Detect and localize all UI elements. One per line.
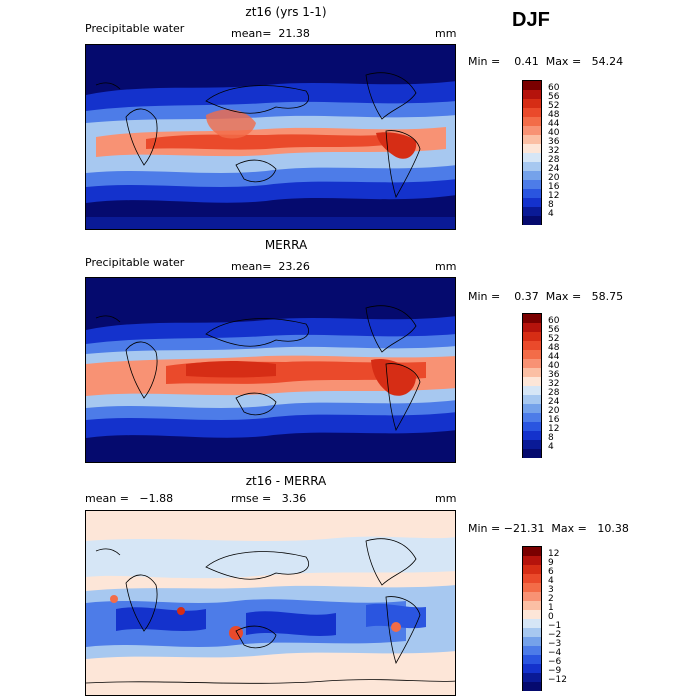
panel-mean-label: mean= 21.38 <box>231 27 310 40</box>
panel-title: zt16 - MERRA <box>245 474 327 488</box>
panel-mean-label: mean = −1.88 <box>85 492 174 505</box>
precipitable-water-map <box>85 277 456 463</box>
panel-unit: mm <box>435 27 457 40</box>
colorbar-precipitable-water-model <box>522 80 542 225</box>
panel-variable-label: Precipitable water <box>85 22 185 35</box>
panel-title: MERRA <box>264 238 308 252</box>
panel-rmse-label: rmse = 3.36 <box>231 492 307 505</box>
panel-range-text: Min = −21.31 Max = 10.38 <box>468 522 629 535</box>
panel-unit: mm <box>435 492 457 505</box>
panel-range-text: Min = 0.41 Max = 54.24 <box>468 55 624 68</box>
panel-variable-label: Precipitable water <box>85 256 185 269</box>
precipitable-water-map <box>85 44 456 230</box>
panel-range-text: Min = 0.37 Max = 58.75 <box>468 290 624 303</box>
season-label: DJF <box>512 9 550 31</box>
panel-title: zt16 (yrs 1-1) <box>245 5 327 19</box>
colorbar-difference <box>522 546 542 691</box>
panel-mean-label: mean= 23.26 <box>231 260 310 273</box>
panel-unit: mm <box>435 260 457 273</box>
colorbar-precipitable-water-merra <box>522 313 542 458</box>
difference-map <box>85 510 456 696</box>
